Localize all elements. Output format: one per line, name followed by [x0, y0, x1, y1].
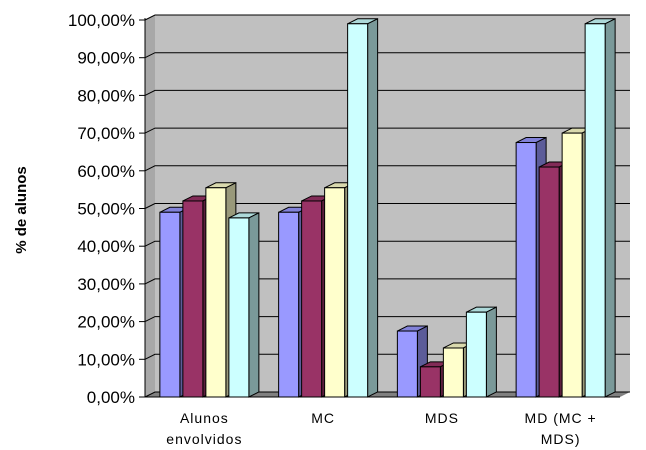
y-tick-label: 40,00% — [77, 237, 135, 256]
x-tick-label: Alunos — [180, 410, 229, 426]
y-tick-label: 100,00% — [68, 11, 135, 30]
x-tick-label: envolvidos — [166, 431, 242, 447]
gridline — [144, 89, 630, 96]
y-tick-label: 30,00% — [77, 275, 135, 294]
bar-front — [538, 166, 560, 398]
gridlines — [144, 14, 630, 398]
gridline — [144, 127, 630, 134]
gridline — [144, 14, 630, 21]
y-tick-label: 70,00% — [77, 124, 135, 143]
bar-front — [205, 187, 227, 398]
bar-front — [419, 366, 441, 398]
bar-front — [584, 23, 606, 398]
bar-front — [515, 142, 537, 398]
y-tick-label: 60,00% — [77, 162, 135, 181]
axes — [144, 18, 620, 398]
y-tick-label: 50,00% — [77, 200, 135, 219]
bar — [465, 306, 497, 398]
gridline — [144, 52, 630, 59]
bar-front — [301, 200, 323, 398]
y-tick-label: 10,00% — [77, 350, 135, 369]
bars — [159, 17, 616, 398]
bar-front — [396, 330, 418, 398]
y-axis-ticks: 0,00% 10,00% 20,00% 30,00% 40,00% 50,00% 60,00… — [68, 11, 145, 407]
gridline — [144, 203, 630, 209]
y-tick-label: 20,00% — [77, 313, 135, 332]
y-axis-label: % de alunos — [13, 166, 30, 254]
bar-front — [278, 211, 300, 398]
bar-side — [485, 306, 497, 398]
bar — [347, 17, 379, 398]
bar-front — [465, 311, 487, 398]
gridline — [144, 165, 630, 172]
bar-side — [248, 212, 260, 398]
gridline — [144, 278, 630, 285]
bar-front — [228, 217, 250, 398]
bar-front — [347, 23, 369, 398]
y-tick-label: 80,00% — [77, 86, 135, 105]
x-tick-label: MD (MC + — [525, 410, 597, 426]
plot-floor — [145, 392, 630, 397]
bar-front — [561, 132, 583, 398]
bar-front — [182, 200, 204, 398]
x-tick-label: MDS) — [541, 431, 581, 447]
bar-side — [604, 17, 616, 398]
bar-side — [367, 17, 379, 398]
bar-front — [442, 347, 464, 398]
gridline — [144, 240, 630, 247]
x-tick-label: MC — [311, 410, 335, 426]
y-tick-label: 0,00% — [87, 388, 135, 407]
bar-front — [159, 211, 181, 398]
x-axis-labels: Alunos envolvidos MC MDS MD (MC + MDS) — [166, 410, 597, 447]
bar — [584, 17, 616, 398]
y-tick-label: 90,00% — [77, 49, 135, 68]
bar-front — [324, 187, 346, 398]
x-tick-label: MDS — [425, 410, 459, 426]
bar — [228, 212, 260, 398]
